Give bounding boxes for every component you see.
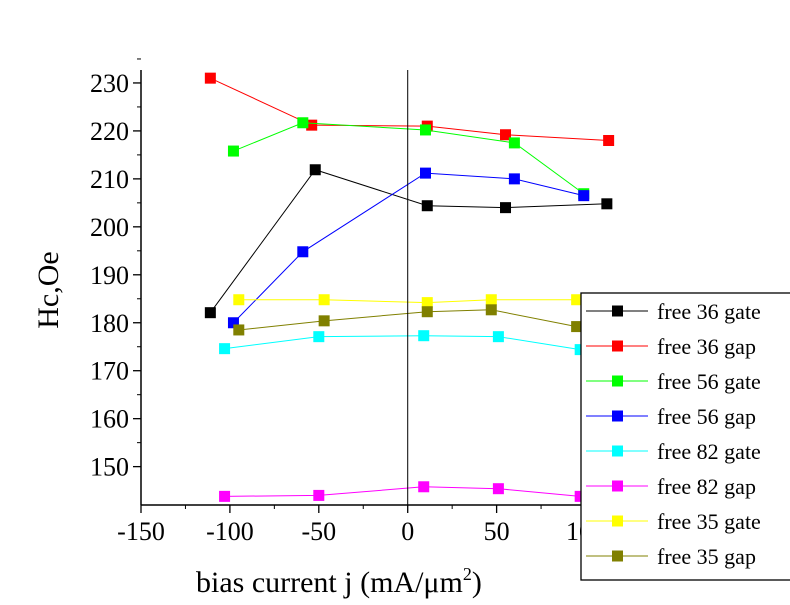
series-line — [233, 172, 584, 324]
legend-label: free 56 gap — [657, 404, 756, 429]
data-point — [204, 72, 216, 84]
y-tick-label: 150 — [90, 453, 129, 482]
legend-marker — [612, 340, 623, 352]
data-point — [601, 198, 613, 210]
legend-label: free 35 gap — [657, 544, 756, 569]
y-tick-label: 170 — [90, 357, 129, 386]
series-free-35-gap — [233, 304, 583, 336]
legend-marker — [612, 445, 623, 457]
x-tick-label: -100 — [206, 517, 254, 546]
x-axis-title-sup: 2 — [463, 564, 472, 584]
legend-label: free 82 gap — [657, 474, 756, 499]
data-point — [419, 124, 431, 136]
y-axis-title: Hc,Oe — [32, 251, 65, 328]
data-point — [318, 315, 330, 327]
data-point — [418, 481, 430, 493]
data-point — [571, 321, 583, 333]
series-line — [224, 486, 581, 497]
data-point — [297, 117, 309, 129]
y-tick-label: 210 — [90, 165, 129, 194]
x-tick-label: 0 — [401, 517, 414, 546]
data-point — [500, 202, 512, 214]
legend-label: free 35 gate — [657, 509, 761, 534]
series-free-36-gate — [204, 164, 613, 319]
x-tick-label: -50 — [301, 517, 336, 546]
y-tick-label: 230 — [90, 69, 129, 98]
legend-label: free 36 gate — [657, 299, 761, 324]
data-point — [309, 164, 321, 176]
y-tick-label: 180 — [90, 309, 129, 338]
series-free-35-gate — [233, 294, 583, 309]
data-point — [313, 331, 325, 343]
x-tick-label: 50 — [484, 517, 510, 546]
data-point — [313, 489, 325, 501]
data-point — [421, 306, 433, 318]
data-point — [508, 137, 520, 149]
y-tick-label: 160 — [90, 405, 129, 434]
legend-marker — [612, 305, 623, 317]
data-point — [233, 294, 245, 306]
data-point — [603, 135, 615, 147]
series-line — [210, 77, 609, 142]
series-free-82-gap — [219, 481, 586, 502]
legend-marker — [612, 515, 623, 527]
data-point — [418, 330, 430, 342]
legend-label: free 56 gate — [657, 369, 761, 394]
series-free-56-gate — [227, 117, 590, 200]
data-point — [419, 167, 431, 179]
y-tick-label: 220 — [90, 117, 129, 146]
series-free-36-gap — [204, 72, 615, 147]
series-line — [224, 335, 581, 351]
data-point — [421, 200, 433, 212]
data-point — [227, 145, 239, 157]
axes-layer: -150-100-5005010015016017018019020021022… — [90, 58, 790, 546]
series-free-56-gap — [227, 167, 590, 329]
legend: free 36 gate free 36 gap free 56 gate free … — [580, 292, 790, 581]
x-axis-title-main: bias current j (mA/μm — [196, 566, 463, 599]
series-free-82-gate — [219, 330, 586, 356]
data-point — [508, 173, 520, 185]
x-axis-title: bias current j (mA/μm2) — [196, 564, 482, 599]
data-point — [500, 129, 512, 141]
data-point — [574, 344, 586, 356]
data-point — [485, 294, 497, 306]
y-tick-label: 200 — [90, 213, 129, 242]
data-point — [306, 119, 318, 131]
legend-marker — [612, 550, 623, 562]
legend-marker — [612, 410, 623, 422]
data-point — [578, 190, 590, 202]
data-point — [227, 317, 239, 329]
data-point — [233, 324, 245, 336]
legend-label: free 36 gap — [657, 334, 756, 359]
data-point — [485, 304, 497, 316]
data-point — [219, 343, 231, 355]
series-layer — [204, 72, 615, 502]
legend-label: free 82 gate — [657, 439, 761, 464]
y-tick-label: 190 — [90, 261, 129, 290]
legend-marker — [612, 375, 623, 387]
data-point — [297, 246, 309, 258]
series-line — [209, 169, 607, 313]
data-point — [318, 294, 330, 306]
data-point — [571, 294, 583, 306]
x-tick-label: -150 — [117, 517, 165, 546]
data-point — [492, 483, 504, 495]
data-point — [492, 331, 504, 343]
x-axis-title-end: ) — [472, 566, 482, 599]
data-point — [421, 297, 433, 309]
data-point — [204, 307, 216, 319]
data-point — [219, 490, 231, 502]
data-point — [574, 490, 586, 502]
legend-marker — [612, 480, 623, 492]
